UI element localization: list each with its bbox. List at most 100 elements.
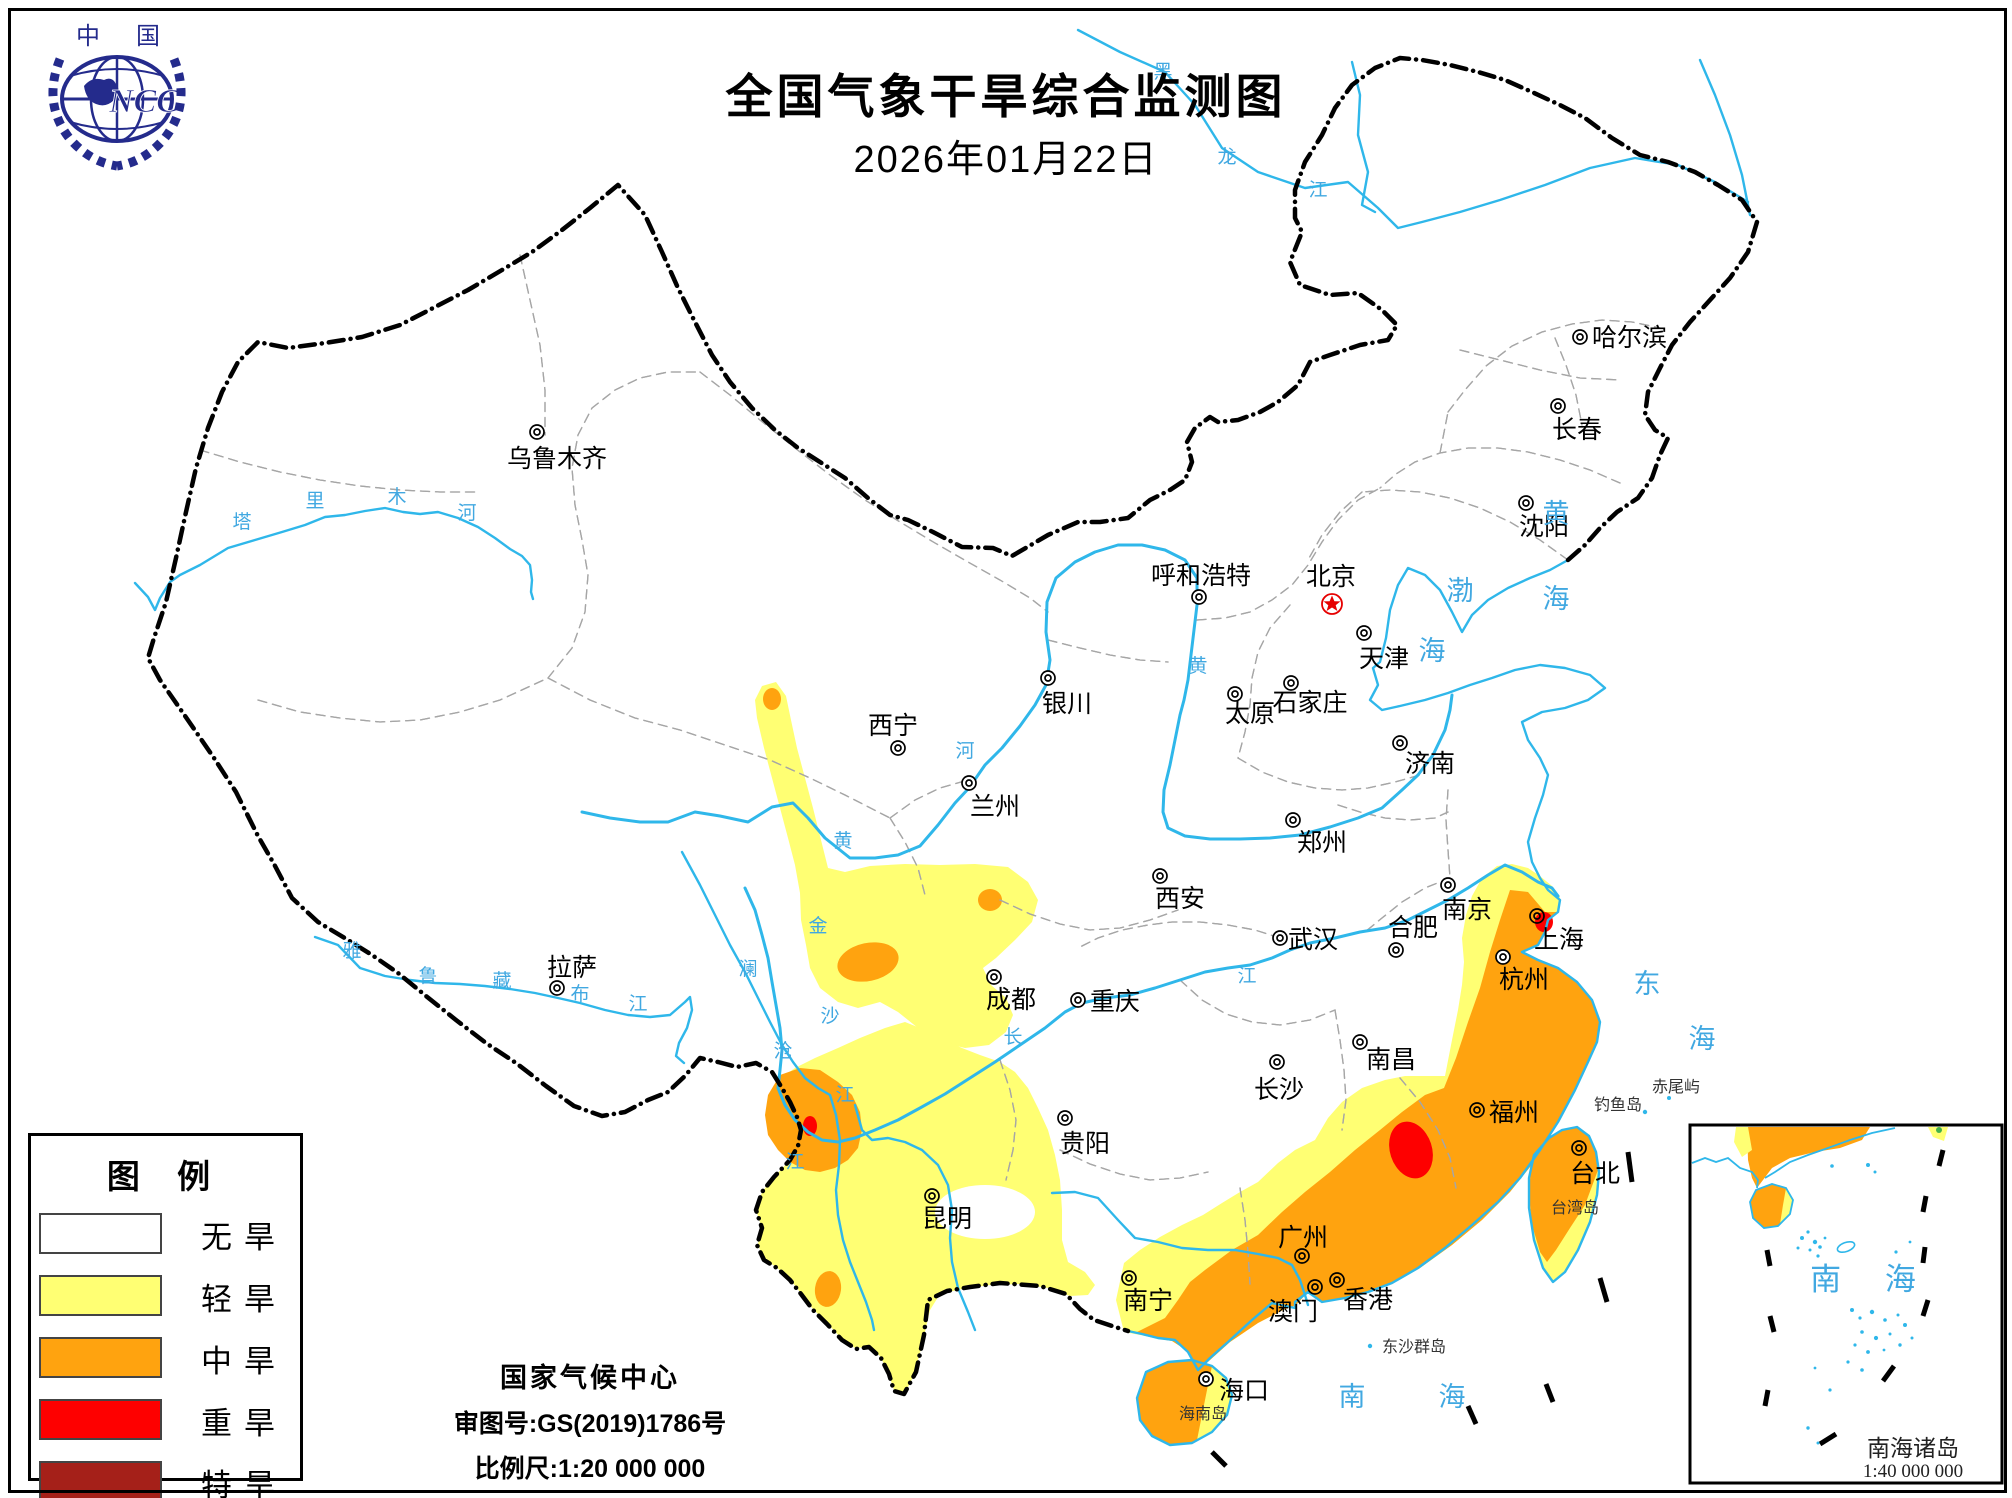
drought-moderate-sichuan-north xyxy=(978,889,1002,911)
drought-severe-fujian xyxy=(1389,1121,1433,1179)
river-yellow xyxy=(580,543,1454,860)
svg-text:江: 江 xyxy=(835,1084,854,1106)
beijing-star-icon xyxy=(1323,595,1341,611)
svg-text:台湾岛: 台湾岛 xyxy=(1551,1199,1599,1217)
city-jinan: 济南 xyxy=(1392,735,1455,778)
city-macau: 澳门 xyxy=(1268,1279,1323,1326)
svg-text:河: 河 xyxy=(955,740,974,762)
logo-wreath-right xyxy=(116,57,186,171)
ncc-logo: 中 国 NCC xyxy=(48,23,186,171)
svg-text:江: 江 xyxy=(1237,965,1256,987)
taiwan-moderate xyxy=(1529,1127,1598,1262)
city-zhengzhou: 郑州 xyxy=(1285,812,1347,857)
svg-text:龙: 龙 xyxy=(1217,146,1236,168)
svg-text:广州: 广州 xyxy=(1278,1224,1328,1252)
svg-text:海: 海 xyxy=(1543,584,1570,614)
map-approval-number: 审图号:GS(2019)1786号 xyxy=(453,1410,727,1438)
river-red xyxy=(853,1103,977,1332)
svg-text:太原: 太原 xyxy=(1225,700,1275,728)
legend-label-extreme: 特旱 xyxy=(201,1467,287,1498)
svg-text:木: 木 xyxy=(387,486,406,508)
svg-text:布: 布 xyxy=(570,983,589,1005)
city-shanghai: 上海 xyxy=(1529,908,1584,954)
svg-text:济南: 济南 xyxy=(1405,750,1455,778)
inset-islands xyxy=(1796,1163,1914,1445)
svg-text:成都: 成都 xyxy=(986,986,1036,1014)
svg-text:沙: 沙 xyxy=(820,1006,839,1027)
legend-item-moderate: 中旱 xyxy=(39,1332,300,1384)
city-taiyuan: 太原 xyxy=(1225,686,1275,728)
legend-item-extreme: 特旱 xyxy=(39,1456,300,1498)
legend-label-light: 轻旱 xyxy=(201,1281,287,1317)
national-border xyxy=(145,55,1760,1397)
drought-light-southeast xyxy=(1116,864,1600,1371)
inset-scale-label: 1:40 000 000 xyxy=(1863,1461,1963,1482)
svg-text:江: 江 xyxy=(628,993,647,1015)
legend-label-none: 无旱 xyxy=(201,1219,287,1255)
city-kunming: 昆明 xyxy=(922,1188,972,1233)
drought-light-sichuan xyxy=(755,682,1038,1048)
svg-text:武汉: 武汉 xyxy=(1288,926,1338,954)
inset-guangdong-light-west xyxy=(1734,1127,1752,1157)
legend-swatch-light xyxy=(39,1275,162,1316)
city-guiyang: 贵阳 xyxy=(1057,1110,1110,1158)
svg-text:重庆: 重庆 xyxy=(1090,988,1140,1016)
svg-text:塔: 塔 xyxy=(232,511,251,533)
city-lhasa: 拉萨 xyxy=(547,954,597,996)
svg-text:黄: 黄 xyxy=(1188,655,1207,677)
svg-text:哈尔滨: 哈尔滨 xyxy=(1592,324,1667,352)
svg-text:呼和浩特: 呼和浩特 xyxy=(1151,562,1251,590)
svg-text:南京: 南京 xyxy=(1442,896,1492,924)
svg-text:长: 长 xyxy=(1003,1026,1022,1048)
city-fuzhou: 福州 xyxy=(1469,1099,1539,1127)
city-xining: 西宁 xyxy=(868,712,918,756)
inset-guangdong-moderate xyxy=(1747,1127,1870,1188)
city-shijiazhuang: 石家庄 xyxy=(1272,675,1348,717)
svg-text:钓鱼岛: 钓鱼岛 xyxy=(1594,1096,1642,1114)
svg-text:西宁: 西宁 xyxy=(868,712,918,740)
inset-nine-dash-line xyxy=(1762,1149,1946,1447)
svg-text:海南岛: 海南岛 xyxy=(1179,1405,1227,1423)
city-yinchuan: 银川 xyxy=(1040,670,1092,718)
svg-text:河: 河 xyxy=(457,502,476,524)
svg-text:北京: 北京 xyxy=(1306,563,1356,591)
svg-text:上海: 上海 xyxy=(1534,926,1584,954)
svg-text:昆明: 昆明 xyxy=(922,1206,972,1233)
cities: 乌鲁木齐 哈尔滨 长春 沈阳 呼和浩特 北京 天津 xyxy=(507,324,1667,1405)
chiwei-island-dot xyxy=(1667,1096,1671,1100)
svg-text:江: 江 xyxy=(785,1151,804,1173)
drought-moderate-qinghai-spot xyxy=(763,688,781,710)
city-haikou: 海口 xyxy=(1198,1371,1269,1405)
svg-text:长沙: 长沙 xyxy=(1254,1076,1304,1104)
svg-text:里: 里 xyxy=(305,491,324,512)
svg-text:金: 金 xyxy=(808,915,827,937)
svg-text:郑州: 郑州 xyxy=(1297,829,1347,857)
drought-moderate-southeast xyxy=(1135,890,1600,1371)
svg-text:澜: 澜 xyxy=(738,958,757,980)
drought-moderate-sichuan xyxy=(837,942,899,982)
logo-landmass xyxy=(84,78,119,106)
svg-text:兰州: 兰州 xyxy=(970,793,1020,821)
city-hohhot: 呼和浩特 xyxy=(1151,562,1251,605)
agency-name: 国家气候中心 xyxy=(500,1363,680,1393)
svg-text:合肥: 合肥 xyxy=(1388,914,1438,942)
island-labels: 台湾岛 海南岛 钓鱼岛 赤尾屿 东沙群岛 xyxy=(1179,1078,1700,1423)
city-lanzhou: 兰州 xyxy=(961,775,1020,821)
legend-swatch-extreme xyxy=(39,1461,162,1498)
svg-text:黑: 黑 xyxy=(1153,62,1172,83)
svg-text:石家庄: 石家庄 xyxy=(1272,689,1347,717)
svg-text:海: 海 xyxy=(1689,1024,1716,1054)
logo-acronym: NCC xyxy=(108,83,179,120)
svg-text:江: 江 xyxy=(1308,179,1327,201)
inset-coastline xyxy=(1691,1127,1896,1229)
coast-main xyxy=(1127,558,1607,1372)
inset-islands-label: 南海诸岛 xyxy=(1867,1436,1959,1461)
drought-areas xyxy=(755,682,1600,1445)
legend-title: 图 例 xyxy=(106,1158,225,1195)
legend-item-severe: 重旱 xyxy=(39,1394,300,1446)
svg-text:长春: 长春 xyxy=(1552,416,1602,444)
river-ussuri xyxy=(1698,58,1752,217)
no-drought-hole-kunming xyxy=(935,1185,1035,1239)
svg-text:乌鲁木齐: 乌鲁木齐 xyxy=(507,445,607,473)
